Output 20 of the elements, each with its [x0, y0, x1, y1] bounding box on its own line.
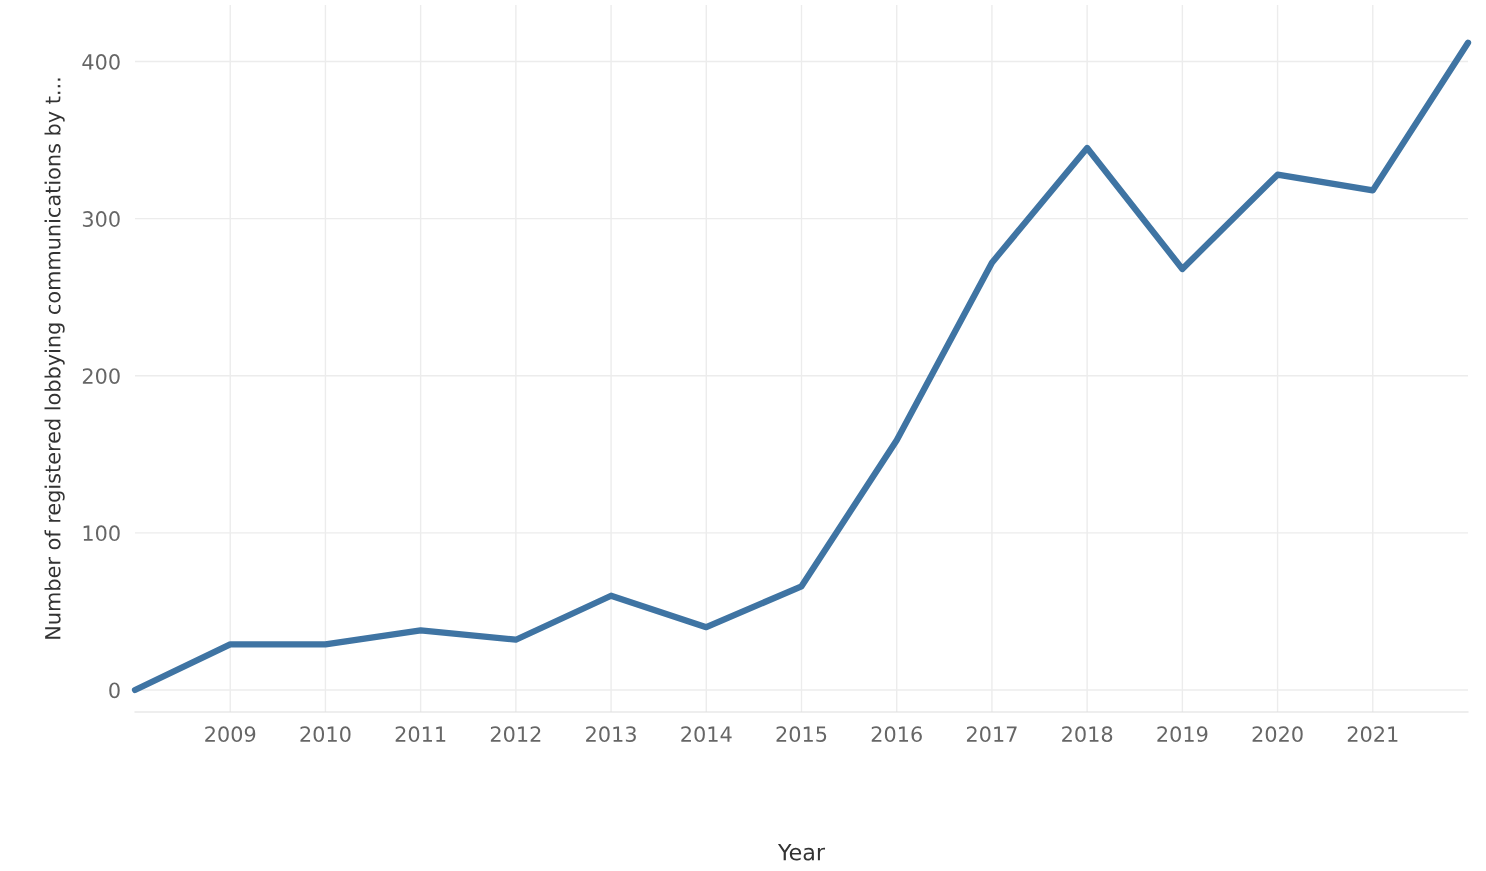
x-tick-label: 2015	[776, 726, 827, 743]
x-tick-label: 2020	[1252, 726, 1303, 743]
y-axis-title: Number of registered lobbying communications by t...	[44, 78, 65, 639]
y-tick-label: 300	[82, 211, 120, 227]
y-tick-label: 400	[82, 54, 120, 70]
x-tick-label: 2011	[395, 726, 446, 743]
x-tick-label: 2018	[1062, 726, 1113, 743]
y-tick-label: 0	[109, 682, 120, 699]
x-axis-title: Year	[777, 843, 826, 861]
x-tick-label: 2010	[300, 726, 351, 743]
x-tick-label: 2017	[966, 726, 1017, 743]
x-tick-label: 2016	[871, 726, 922, 743]
x-tick-label: 2014	[681, 726, 732, 743]
x-tick-label: 2012	[490, 726, 541, 743]
x-tick-label: 2013	[586, 726, 636, 743]
y-tick-label: 200	[82, 368, 120, 384]
x-tick-label: 2019	[1157, 726, 1208, 743]
x-tick-label: 2021	[1347, 726, 1398, 743]
x-tick-label: 2009	[205, 726, 256, 743]
y-tick-label: 100	[83, 525, 120, 542]
